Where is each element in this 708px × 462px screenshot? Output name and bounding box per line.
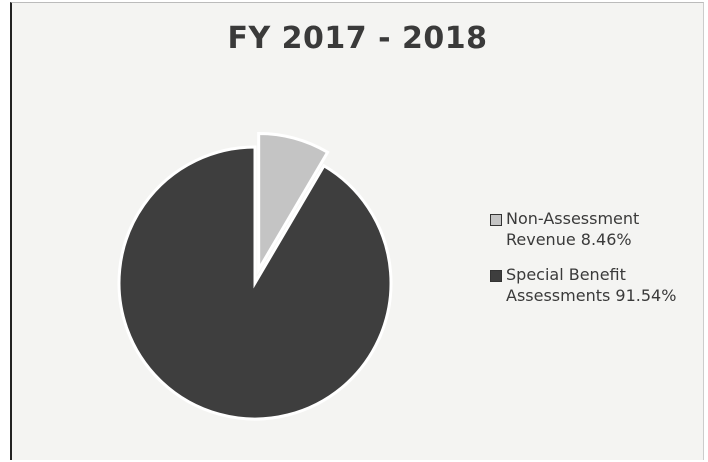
chart-frame: FY 2017 - 2018 Non-Assessment Revenue 8.… — [10, 2, 704, 460]
pie-chart — [117, 131, 393, 421]
chart-title: FY 2017 - 2018 — [227, 21, 488, 56]
pie-slice-special-benefit — [117, 145, 393, 421]
pie-slice-non-assessment — [257, 131, 330, 276]
chart-legend: Non-Assessment Revenue 8.46% Special Ben… — [490, 208, 700, 320]
legend-swatch — [490, 214, 502, 226]
legend-label: Special Benefit Assessments 91.54% — [506, 265, 677, 305]
legend-swatch — [490, 270, 502, 282]
legend-label: Non-Assessment Revenue 8.46% — [506, 209, 640, 249]
legend-item-non-assessment: Non-Assessment Revenue 8.46% — [490, 208, 700, 250]
legend-item-special-benefit: Special Benefit Assessments 91.54% — [490, 264, 700, 306]
